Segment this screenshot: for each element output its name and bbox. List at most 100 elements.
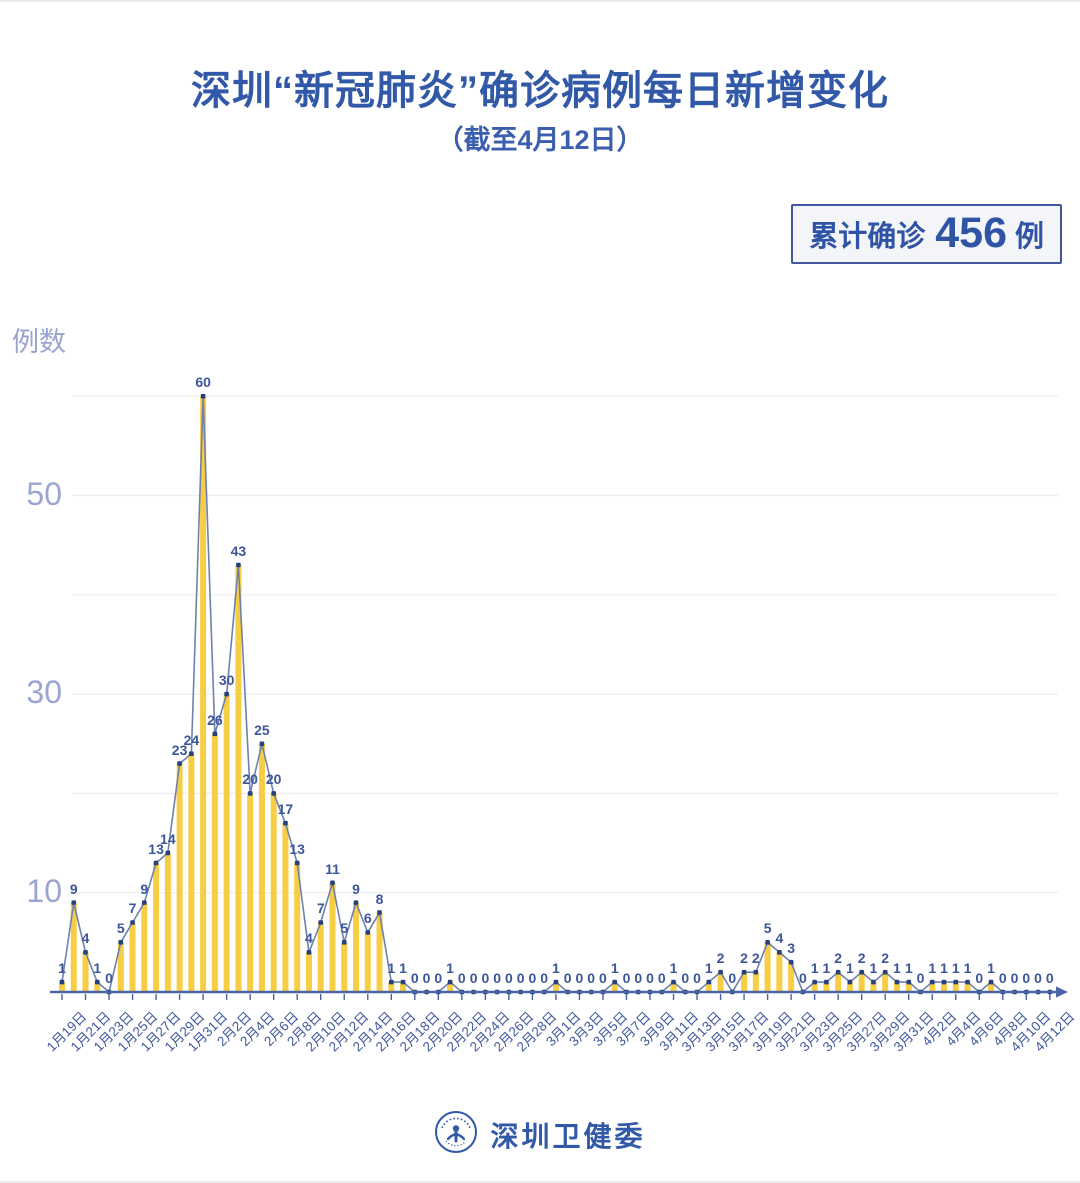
bar [964, 982, 971, 992]
bar [929, 982, 936, 992]
data-point-marker [142, 900, 147, 905]
value-label: 0 [540, 970, 549, 986]
y-tick-label: 50 [26, 475, 62, 512]
data-point-marker [965, 979, 970, 985]
bar [164, 852, 171, 992]
value-label: 0 [728, 970, 737, 986]
axis-arrow-icon [1056, 986, 1068, 998]
data-point-marker [765, 940, 770, 945]
value-label: 6 [363, 910, 372, 927]
value-label: 20 [242, 771, 258, 788]
data-point-marker [388, 979, 394, 985]
bar [552, 982, 559, 992]
bar [611, 982, 618, 992]
data-point-marker [259, 741, 265, 747]
data-point-marker [130, 920, 135, 925]
value-label: 30 [218, 672, 235, 689]
footer: 深圳卫健委 [0, 1110, 1080, 1159]
data-point-marker [224, 691, 229, 697]
bar [835, 972, 842, 992]
data-point-marker [212, 731, 218, 737]
value-label: 2 [834, 950, 843, 967]
data-point-marker [177, 761, 182, 766]
y-tick-label: 10 [26, 872, 62, 909]
data-point-marker [718, 969, 723, 975]
bar [341, 942, 348, 992]
data-point-marker [330, 880, 335, 886]
value-label: 0 [622, 970, 631, 986]
bar [776, 952, 783, 992]
data-point-marker [59, 979, 65, 985]
bar [376, 912, 383, 992]
value-label: 24 [183, 731, 200, 748]
bar [94, 982, 101, 992]
bar [741, 972, 748, 992]
value-label: 0 [693, 970, 701, 986]
value-label: 43 [230, 543, 247, 559]
value-label: 5 [340, 920, 349, 937]
value-label: 1 [810, 960, 819, 977]
value-label: 1 [399, 960, 407, 977]
value-label: 7 [128, 900, 137, 917]
page-subtitle: （截至4月12日） [436, 125, 644, 155]
data-point-marker [271, 791, 276, 796]
bar [294, 862, 301, 992]
data-point-marker [812, 979, 817, 985]
y-axis-title: 例数 [12, 327, 66, 357]
data-point-marker [318, 920, 324, 925]
data-point-marker [118, 940, 124, 945]
value-label: 0 [1045, 970, 1054, 986]
bar [400, 982, 407, 992]
data-point-marker [612, 979, 618, 985]
value-label: 0 [587, 970, 596, 986]
bar [764, 942, 771, 992]
bar [846, 982, 853, 992]
data-point-marker [83, 949, 88, 955]
bar [752, 972, 759, 992]
data-point-marker [741, 969, 747, 975]
value-label: 5 [763, 920, 772, 937]
bar [823, 982, 830, 992]
value-label: 1 [822, 960, 831, 977]
value-label: 3 [787, 940, 795, 957]
badge-unit: 例 [1014, 221, 1044, 253]
value-label: 1 [940, 960, 948, 977]
value-label: 1 [704, 960, 713, 977]
bar [447, 982, 454, 992]
value-label: 0 [528, 970, 537, 986]
value-label: 1 [552, 960, 560, 977]
value-label: 9 [352, 880, 360, 897]
data-point-marker [153, 860, 159, 866]
value-label: 0 [1022, 970, 1031, 986]
bar [282, 823, 289, 992]
data-point-marker [553, 979, 559, 985]
value-label: 9 [69, 880, 78, 897]
data-point-marker [847, 979, 853, 985]
bar [388, 982, 395, 992]
bar [952, 982, 959, 992]
bar [882, 972, 889, 992]
value-label: 0 [916, 970, 925, 986]
value-label: 0 [422, 970, 431, 986]
data-point-marker [294, 860, 300, 866]
data-point-marker [365, 930, 371, 935]
value-label: 1 [58, 960, 66, 977]
value-label: 1 [446, 960, 454, 977]
data-point-marker [753, 969, 759, 975]
value-label: 8 [375, 890, 384, 907]
value-label: 7 [316, 900, 325, 917]
bar [258, 743, 265, 992]
bar [117, 942, 124, 992]
value-label: 23 [171, 741, 188, 758]
y-tick-label: 30 [26, 674, 62, 711]
value-label: 26 [207, 711, 223, 728]
value-label: 1 [893, 960, 901, 977]
value-label: 0 [434, 970, 443, 986]
bar [129, 922, 136, 992]
bar [317, 922, 324, 992]
value-label: 0 [457, 970, 466, 986]
value-label: 1 [951, 960, 960, 977]
value-label: 0 [1010, 970, 1019, 986]
value-label: 60 [195, 374, 211, 391]
